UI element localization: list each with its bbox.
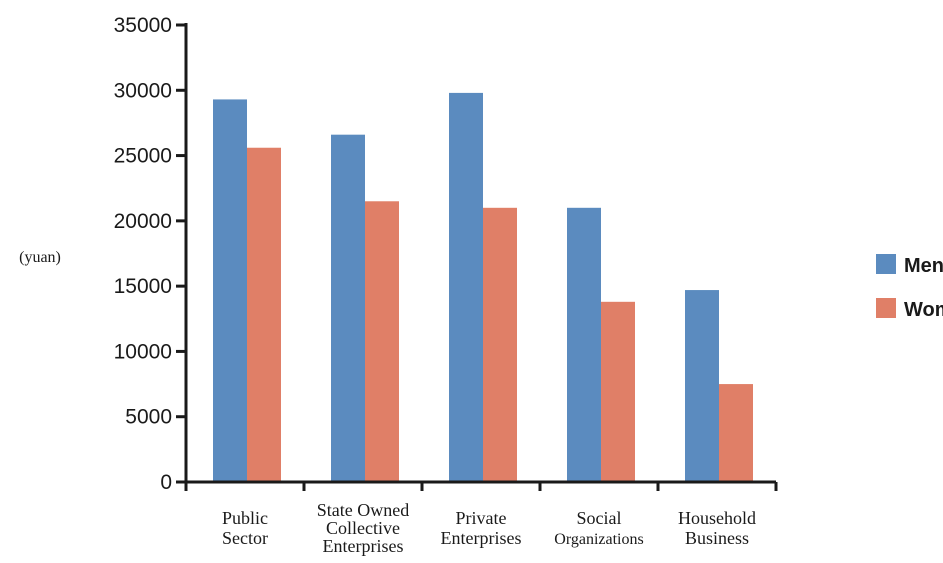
x-category-label: Enterprises [323, 536, 404, 556]
bar-men-3 [567, 207, 601, 483]
legend: Men Women [876, 254, 943, 321]
legend-swatch-men [876, 254, 896, 274]
bar-women-2 [483, 207, 517, 483]
bar-women-4 [719, 384, 753, 482]
x-category-label: Business [685, 528, 749, 548]
bar-women-0 [247, 147, 281, 483]
x-category-label: Household [678, 508, 756, 528]
bar-men-1 [331, 134, 365, 482]
y-axis-label: (yuan) [19, 249, 61, 266]
legend-label-women: Women [904, 299, 943, 321]
bars [213, 92, 753, 483]
y-tick-label: 20000 [114, 210, 172, 233]
y-tick-label: 30000 [114, 79, 172, 102]
x-category-label: Collective [326, 518, 400, 538]
y-tick-label: 35000 [114, 14, 172, 37]
legend-swatch-women [876, 298, 896, 318]
y-tick-label: 15000 [114, 275, 172, 298]
x-category-label: Social [577, 508, 622, 528]
y-axis-ticks: 0 5000 10000 15000 20000 25000 30000 35000 [114, 14, 186, 494]
bar-men-4 [685, 290, 719, 482]
x-category-label: Sector [222, 528, 268, 548]
bar-men-2 [449, 92, 483, 482]
x-category-label: Public [222, 508, 268, 528]
x-category-label: State Owned [317, 500, 409, 520]
y-tick-label: 5000 [125, 406, 172, 429]
bar-men-0 [213, 99, 247, 482]
x-category-label: Organizations [554, 531, 643, 548]
x-category-label: Enterprises [441, 528, 522, 548]
y-tick-label: 0 [160, 471, 172, 494]
bar-women-1 [365, 201, 399, 482]
y-tick-label: 10000 [114, 340, 172, 363]
bar-women-3 [601, 301, 635, 482]
legend-label-men: Men [904, 255, 943, 277]
y-tick-label: 25000 [114, 145, 172, 168]
axes [184, 23, 776, 484]
x-category-label: Private [456, 508, 507, 528]
